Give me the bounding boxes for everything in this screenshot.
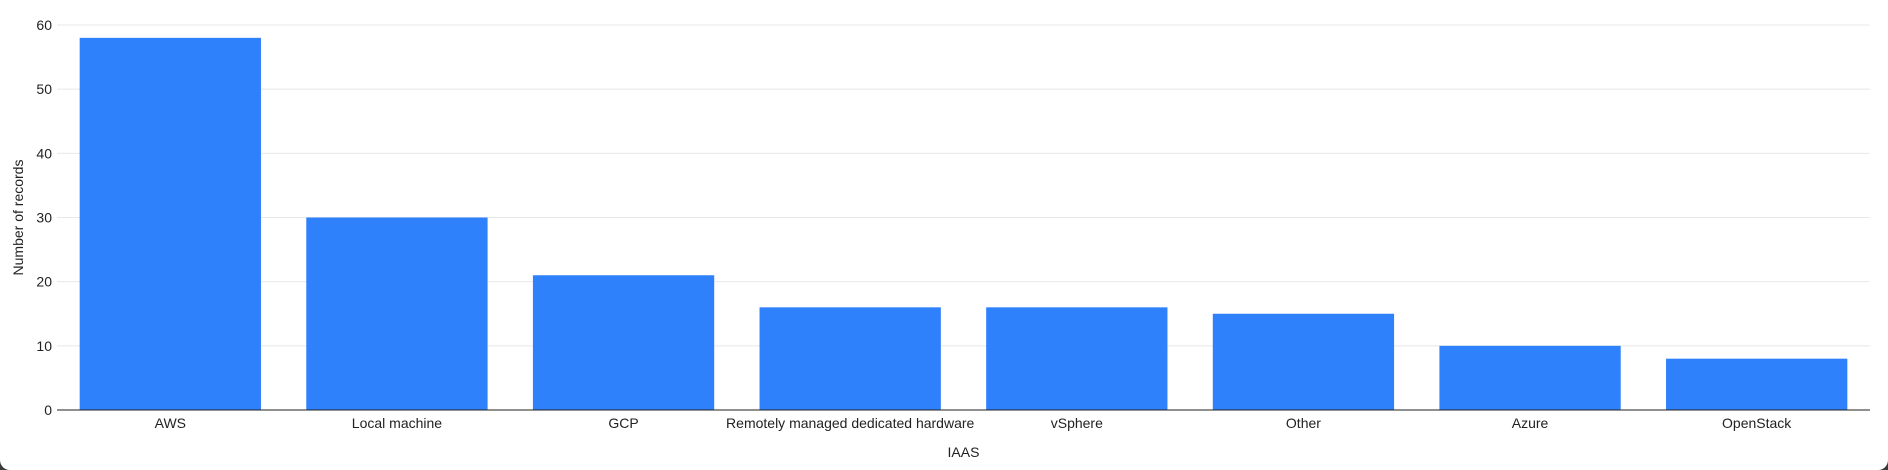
bar	[79, 37, 261, 410]
bar	[532, 275, 715, 410]
x-axis-title: IAAS	[948, 444, 980, 460]
y-tick-label: 10	[36, 338, 52, 354]
y-tick-labels: 0 10 20 30 40 50 60	[36, 17, 52, 418]
x-tick-label: AWS	[155, 415, 186, 431]
y-axis-title: Number of records	[10, 160, 26, 276]
y-tick-label: 50	[36, 81, 52, 97]
y-tick-label: 0	[44, 402, 52, 418]
x-tick-label: Remotely managed dedicated hardware	[726, 415, 974, 431]
x-tick-label: GCP	[608, 415, 638, 431]
bar	[759, 307, 941, 410]
x-tick-labels: AWS Local machine GCP Remotely managed dedi…	[155, 415, 1793, 431]
bars	[79, 37, 1848, 410]
bar	[1212, 313, 1395, 410]
y-tick-label: 60	[36, 17, 52, 33]
x-tick-label: Local machine	[352, 415, 442, 431]
y-tick-label: 20	[36, 274, 52, 290]
bar	[986, 307, 1168, 410]
y-tick-label: 40	[36, 145, 52, 161]
bar	[1439, 345, 1621, 410]
x-tick-label: OpenStack	[1722, 415, 1792, 431]
bar	[1666, 358, 1848, 410]
x-tick-label: Other	[1286, 415, 1321, 431]
y-tick-label: 30	[36, 210, 52, 226]
bar	[306, 217, 488, 410]
x-tick-label: Azure	[1512, 415, 1549, 431]
x-tick-label: vSphere	[1051, 415, 1103, 431]
